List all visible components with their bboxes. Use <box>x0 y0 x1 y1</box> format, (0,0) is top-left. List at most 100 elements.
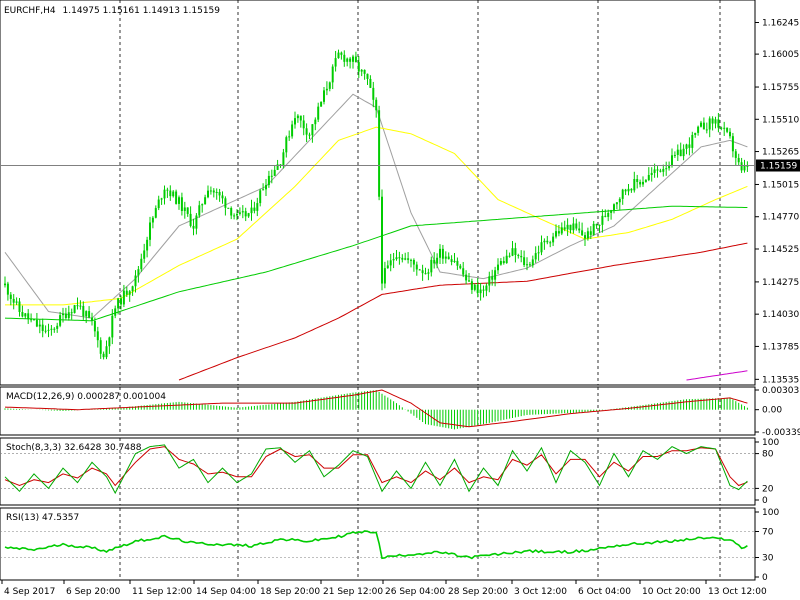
candle-body <box>633 178 636 191</box>
x-tick-label: 18 Sep 20:00 <box>260 587 320 597</box>
candle-body <box>241 211 244 213</box>
candle-body <box>470 281 473 290</box>
candle-body <box>70 312 73 314</box>
candle-body <box>584 235 586 239</box>
candle-body <box>537 252 540 254</box>
candle-body <box>12 298 15 303</box>
candle-body <box>450 259 453 263</box>
candle-body <box>531 259 534 266</box>
candle-body <box>485 285 488 291</box>
candle-body <box>702 122 705 130</box>
candle-body <box>589 231 592 235</box>
y-tick-label: 1.15755 <box>762 83 799 93</box>
candle-body <box>276 164 279 170</box>
candle-body <box>238 212 241 214</box>
candle-body <box>729 131 731 137</box>
candle-body <box>334 58 337 67</box>
candle-body <box>555 231 557 237</box>
candle-body <box>743 165 746 171</box>
candle-body <box>378 110 381 197</box>
candle-body <box>526 264 528 266</box>
candle-body <box>569 224 572 231</box>
candle-body <box>291 124 294 137</box>
candle-body <box>415 264 418 270</box>
candle-body <box>523 257 526 265</box>
candle-body <box>323 90 325 102</box>
candle-body <box>64 313 67 319</box>
candle-body <box>114 308 117 316</box>
candle-body <box>505 255 508 264</box>
candle-body <box>462 268 465 275</box>
candle-body <box>128 291 131 295</box>
candle-body <box>453 260 456 263</box>
candle-body <box>700 122 702 127</box>
candle-body <box>499 261 502 265</box>
x-tick-label: 4 Sep 2017 <box>4 587 55 597</box>
candle-body <box>650 172 653 176</box>
candle-body <box>305 128 308 135</box>
candle-body <box>331 66 334 83</box>
candle-body <box>694 132 697 135</box>
candle-body <box>639 181 642 185</box>
candle-body <box>404 258 407 260</box>
candle-body <box>230 207 233 216</box>
candle-body <box>662 168 665 172</box>
candle-body <box>224 198 227 208</box>
candle-body <box>711 118 714 124</box>
candle-body <box>447 256 450 260</box>
candle-body <box>714 119 717 124</box>
candle-body <box>375 99 378 111</box>
candle-body <box>720 127 723 129</box>
y-tick-label: 1.14030 <box>762 310 799 320</box>
y-tick-label: 1.13535 <box>762 375 799 385</box>
candle-body <box>604 215 607 217</box>
candle-body <box>560 227 563 234</box>
candle-body <box>160 198 163 200</box>
moving-average-3 <box>4 205 748 322</box>
candle-body <box>534 253 537 260</box>
x-tick-label: 28 Sep 20:00 <box>448 587 508 597</box>
candle-body <box>679 149 682 157</box>
candle-body <box>209 190 212 192</box>
candle-body <box>595 223 598 226</box>
candle-body <box>154 208 157 218</box>
candle-body <box>343 54 346 62</box>
y-tick-label: 100 <box>762 508 779 518</box>
candle-body <box>88 311 91 318</box>
candle-body <box>459 265 462 269</box>
candle-body <box>575 223 578 229</box>
candle-body <box>221 195 224 199</box>
candle-body <box>601 215 604 225</box>
y-tick-label: 1.13785 <box>762 342 799 352</box>
candle-body <box>96 331 99 341</box>
candle-body <box>705 129 708 131</box>
candle-body <box>549 242 552 244</box>
candle-body <box>491 276 494 280</box>
candle-body <box>267 175 270 186</box>
candle-body <box>427 272 430 274</box>
candle-body <box>73 305 76 313</box>
symbol-label: EURCHF,H4 <box>4 6 56 16</box>
candle-body <box>198 205 201 216</box>
x-tick-label: 10 Oct 20:00 <box>642 587 701 597</box>
candle-body <box>708 118 711 130</box>
candle-body <box>476 284 479 294</box>
candle-body <box>140 258 143 270</box>
candle-body <box>610 210 613 213</box>
candle-body <box>157 199 160 209</box>
candle-body <box>201 204 204 206</box>
candle-body <box>502 261 505 264</box>
candle-body <box>6 283 9 295</box>
candle-body <box>244 211 247 217</box>
candle-body <box>102 353 105 358</box>
candle-body <box>218 192 221 196</box>
candle-body <box>41 324 44 332</box>
stoch-k-line <box>4 444 748 495</box>
candle-body <box>125 290 128 295</box>
x-tick-label: 21 Sep 12:00 <box>323 587 383 597</box>
candle-body <box>236 213 238 216</box>
candle-body <box>508 255 511 257</box>
candle-body <box>586 231 589 239</box>
candle-body <box>473 284 476 290</box>
candle-body <box>186 207 189 214</box>
